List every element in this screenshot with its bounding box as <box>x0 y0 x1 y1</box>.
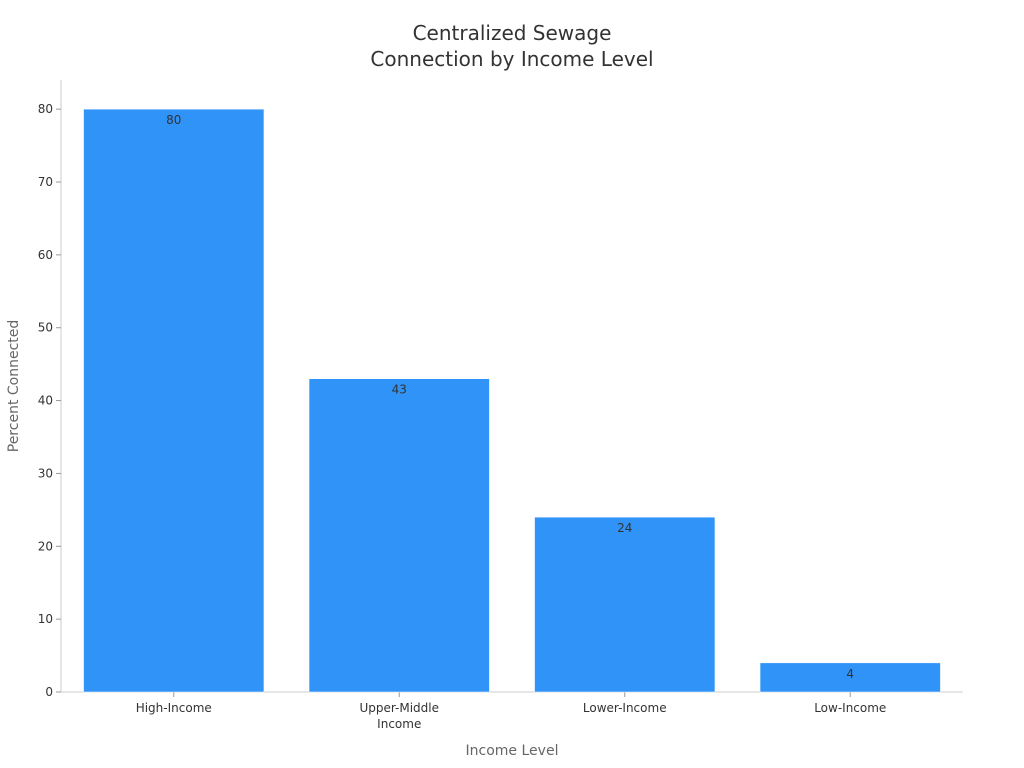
chart-title: Centralized Sewage Connection by Income … <box>0 20 1024 72</box>
bar <box>759 662 941 693</box>
y-tick-label: 70 <box>38 175 53 189</box>
bar <box>83 108 265 693</box>
x-axis: High-Income Upper-Middle Income Lower-Incom… <box>61 691 963 731</box>
y-tick-label: 80 <box>38 102 53 116</box>
y-tick-label: 20 <box>38 539 53 553</box>
bar-data-label: 24 <box>617 521 632 535</box>
bars <box>83 108 941 693</box>
x-tick-label: Low-Income <box>814 701 886 715</box>
y-tick-label: 30 <box>38 466 53 480</box>
bar-data-label: 43 <box>392 383 407 397</box>
chart-title-line-2: Connection by Income Level <box>370 47 654 71</box>
y-tick-label: 60 <box>38 248 53 262</box>
bar <box>308 378 490 693</box>
y-tick-label: 50 <box>38 321 53 335</box>
x-tick-label: Upper-Middle Income <box>359 701 439 731</box>
bar-data-label: 80 <box>166 113 181 127</box>
x-tick-label: Lower-Income <box>583 701 667 715</box>
y-tick-label: 0 <box>45 685 53 699</box>
bar-labels: 80 43 24 4 <box>166 113 854 681</box>
y-tick-label: 10 <box>38 612 53 626</box>
y-axis: 0 10 20 30 40 50 60 70 80 <box>38 80 62 699</box>
bar <box>534 516 716 693</box>
bar-data-label: 4 <box>846 667 854 681</box>
y-tick-label: 40 <box>38 394 53 408</box>
x-tick-label: High-Income <box>136 701 212 715</box>
x-axis-label: Income Level <box>466 743 559 759</box>
y-axis-label: Percent Connected <box>6 320 22 453</box>
chart-title-line-1: Centralized Sewage <box>412 21 612 45</box>
